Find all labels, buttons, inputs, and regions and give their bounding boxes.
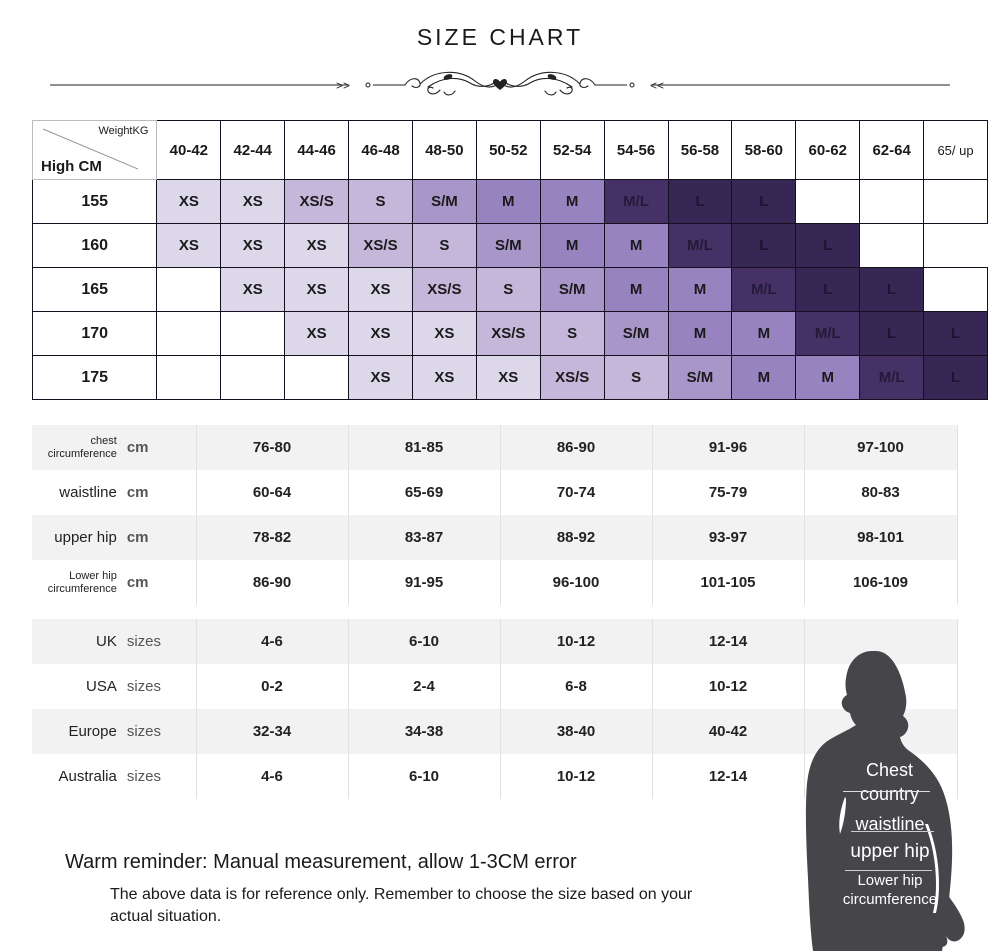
svg-text:>>: >> [336,79,350,93]
svg-text:<<: << [650,79,664,93]
